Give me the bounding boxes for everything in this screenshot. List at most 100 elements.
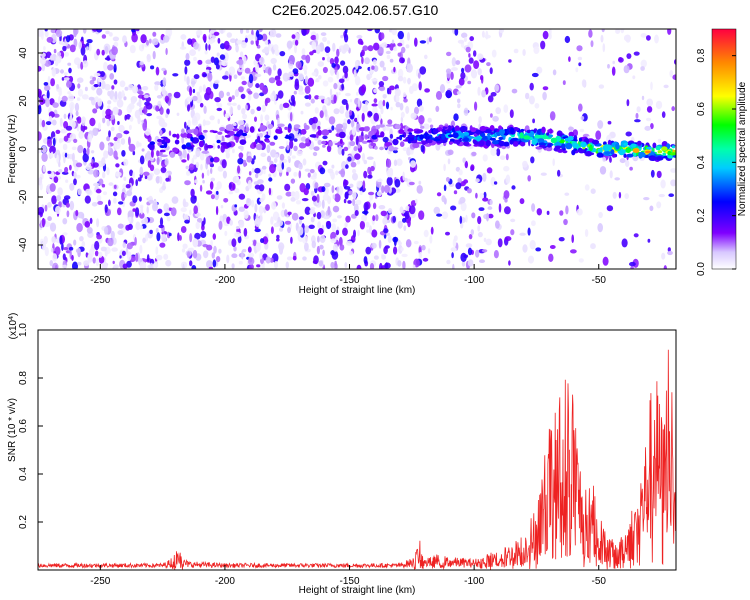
spectrogram-cell — [246, 155, 253, 163]
spectrogram-cell — [485, 238, 492, 246]
spectrogram-cell — [489, 199, 493, 205]
spectrogram-cell — [109, 114, 116, 120]
spectrogram-cell — [205, 59, 212, 65]
spectrogram-cell — [373, 255, 379, 260]
spectrogram-signal-cell — [498, 140, 505, 147]
spectrogram-cell — [350, 161, 357, 168]
spectrogram-cell — [113, 79, 118, 85]
spectrogram-cell — [181, 135, 185, 144]
spectrogram-cell — [118, 124, 125, 133]
spectrogram-cell — [90, 150, 95, 154]
spectrogram-cell — [568, 56, 571, 62]
spectrogram-signal-cell — [670, 152, 676, 156]
spectrogram-cell — [380, 118, 383, 126]
spectrogram-cell — [398, 244, 403, 254]
spectrogram-cell — [657, 138, 662, 144]
spectrogram-signal-cell — [287, 127, 291, 133]
spectrogram-cell — [562, 80, 566, 85]
spectrogram-cell — [395, 95, 400, 103]
spectrogram-cell — [76, 116, 82, 124]
spectrogram-cell — [399, 57, 405, 64]
spectrogram-cell — [393, 159, 398, 167]
spectrogram-cell — [217, 103, 223, 108]
spectrogram-cell — [377, 46, 384, 56]
spectrogram-cell — [380, 32, 385, 40]
spectrogram-cell — [264, 98, 268, 107]
spectrogram-cell — [602, 43, 606, 53]
spectrogram-cell — [122, 35, 127, 44]
spectrogram-cell — [84, 221, 91, 228]
spectrogram-cell — [273, 158, 278, 163]
spectrogram-signal-cell — [510, 127, 515, 134]
spectrogram-cell — [527, 227, 531, 236]
spectrogram-cell — [250, 40, 254, 45]
spectrogram-cell — [256, 106, 262, 111]
spectrogram-cell — [362, 210, 369, 215]
spectrogram-cell — [612, 60, 615, 65]
spectrogram-cell — [510, 218, 516, 223]
spectrogram-cell — [435, 105, 440, 112]
spectrogram-cell — [199, 151, 205, 161]
spectrogram-signal-cell — [172, 147, 179, 153]
spectrogram-cell — [182, 243, 188, 249]
spectrogram-cell — [63, 113, 67, 120]
spectrogram-cell — [278, 169, 283, 173]
spectrogram-cell — [106, 167, 110, 176]
spectrogram-signal-cell — [520, 128, 525, 132]
spectrogram-cell — [259, 92, 265, 97]
spectrogram-cell — [331, 63, 336, 68]
spectrogram-cell — [152, 202, 158, 212]
spectrogram-cell — [69, 44, 76, 53]
spectrogram-cell — [247, 34, 254, 41]
spectrogram-cell — [102, 171, 106, 179]
spectrogram-cell — [313, 171, 317, 178]
spectrogram-cell — [290, 236, 293, 244]
spectrogram-cell — [417, 72, 421, 79]
spectrogram-cell — [349, 183, 354, 188]
spectrogram-cell — [193, 56, 197, 61]
spectrogram-cell — [314, 182, 319, 189]
spectrogram-cell — [105, 108, 112, 117]
spectrogram-cell — [79, 236, 84, 242]
spectrogram-cell — [584, 229, 589, 237]
spectrogram-cell — [367, 45, 374, 52]
spectrogram-cell — [319, 110, 324, 119]
spectrogram-cell — [446, 79, 451, 84]
spectrogram-cell — [266, 144, 271, 154]
spectrogram-cell — [403, 225, 407, 232]
spectrogram-cell — [69, 115, 73, 124]
spectrogram-cell — [259, 252, 263, 260]
spectrogram-cell — [61, 95, 68, 102]
spectrogram-cell — [397, 42, 403, 47]
spectrogram-cell — [406, 147, 412, 156]
spectrogram-cell — [124, 193, 127, 198]
spectrogram-cell — [49, 54, 55, 61]
spectrogram-cell — [206, 260, 213, 269]
snr-multiplier-exp: 4 — [8, 316, 15, 320]
spectrogram-cell — [139, 212, 145, 219]
spectrogram-cell — [447, 158, 451, 165]
spectrogram-cell — [84, 195, 91, 204]
spectrogram-cell — [301, 198, 309, 202]
spectrogram-cell — [225, 151, 230, 159]
spectrogram-cell — [179, 46, 187, 50]
spectrogram-cell — [503, 165, 510, 172]
spectrogram-signal-cell — [463, 141, 470, 147]
spectrogram-cell — [455, 60, 461, 65]
spectrogram-cell — [563, 218, 568, 226]
spectrogram-cell — [418, 81, 422, 91]
spectrogram-cell — [402, 217, 407, 223]
spectrogram-cell — [370, 165, 375, 172]
spectrogram-cell — [260, 238, 265, 244]
spectrogram-cell — [293, 171, 298, 177]
spectrogram-cell — [238, 206, 245, 212]
spectrogram-cell — [258, 29, 263, 33]
spectrogram-signal-cell — [519, 132, 524, 139]
spectrogram-cell — [304, 102, 311, 107]
spectrogram-cell — [96, 87, 103, 96]
spectrogram-cell — [365, 246, 372, 255]
snr-x-tick-label: -200 — [215, 576, 235, 587]
spectrogram-cell — [287, 211, 292, 215]
spectrogram-cell — [107, 143, 111, 153]
spectrogram-cell — [92, 108, 98, 114]
